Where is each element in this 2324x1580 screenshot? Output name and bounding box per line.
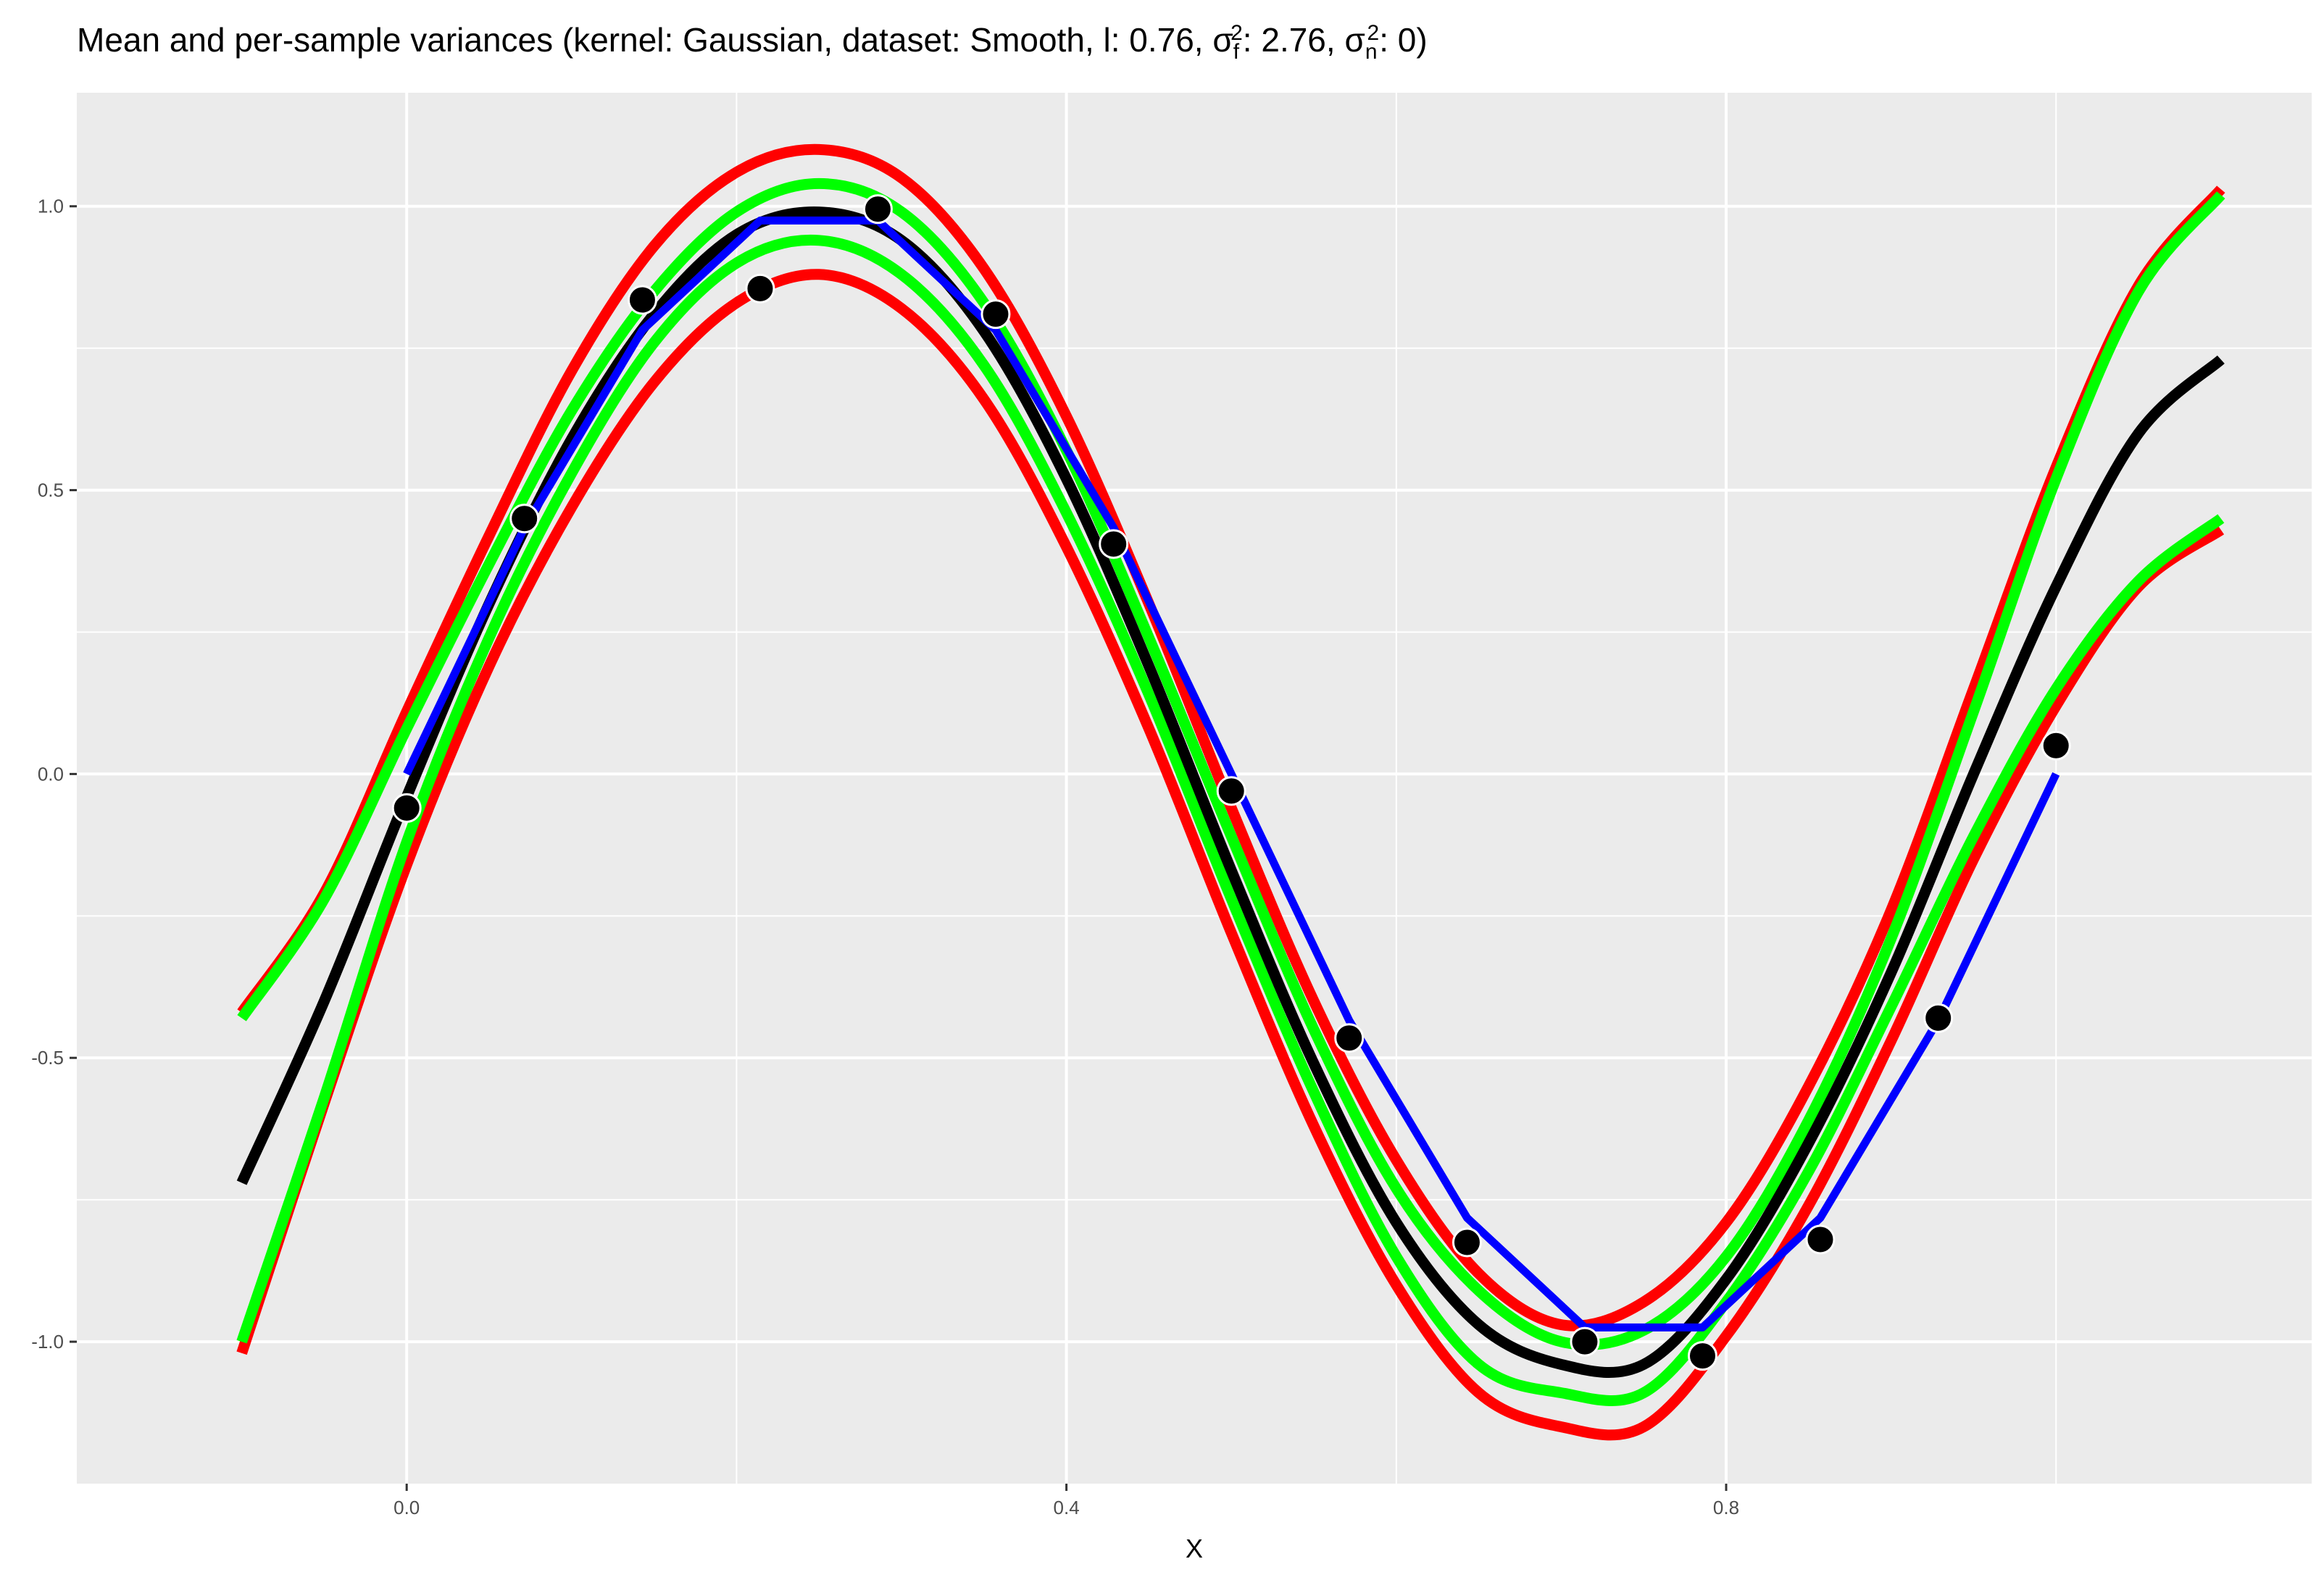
- data-point: [1805, 1224, 1836, 1255]
- data-point: [1570, 1326, 1600, 1357]
- data-point: [1923, 1003, 1954, 1033]
- data-point: [745, 273, 775, 304]
- data-point: [1216, 776, 1246, 806]
- data-point: [1099, 529, 1129, 559]
- y-tick-label: 0.5: [38, 480, 64, 501]
- title-sigma-n-sub: n: [1365, 40, 1378, 64]
- tick-labels: 0.0 0.4 0.8 -1.0 -0.5 0.0 0.5 1.0: [31, 196, 1739, 1518]
- data-point: [1452, 1227, 1482, 1258]
- series-line-3: [237, 177, 2225, 1350]
- x-axis-title: X: [1186, 1534, 1203, 1563]
- grid-minor: [77, 93, 2312, 1484]
- x-tick-label: 0.0: [393, 1497, 420, 1518]
- data-point: [627, 285, 657, 315]
- chart-title: Mean and per-sample variances (kernel: G…: [77, 20, 1428, 64]
- x-tick-label: 0.8: [1713, 1497, 1739, 1518]
- y-tick-label: 1.0: [38, 196, 64, 217]
- data-point: [2041, 730, 2071, 761]
- series-line-4: [236, 234, 2225, 1406]
- x-tick-label: 0.4: [1054, 1497, 1080, 1518]
- y-tick-label: -1.0: [31, 1331, 64, 1353]
- data-point: [1334, 1023, 1365, 1053]
- series-layer: [236, 143, 2225, 1441]
- y-tick-label: -0.5: [31, 1047, 64, 1069]
- series-line-6: [403, 216, 2060, 1332]
- data-point: [862, 194, 893, 225]
- data-point: [980, 299, 1011, 330]
- data-point: [509, 503, 540, 534]
- title-sigma-f-sub: f: [1233, 40, 1240, 64]
- title-sigma-n-sup: 2: [1367, 20, 1380, 45]
- series-line-1: [237, 143, 2225, 1332]
- points-layer: [391, 194, 2071, 1371]
- series-line-2: [236, 269, 2225, 1441]
- data-point: [391, 793, 422, 823]
- title-sigma-f-sup: 2: [1230, 20, 1243, 45]
- data-point: [1687, 1341, 1717, 1371]
- axis-ticks: [70, 205, 1728, 1491]
- y-tick-label: 0.0: [38, 763, 64, 785]
